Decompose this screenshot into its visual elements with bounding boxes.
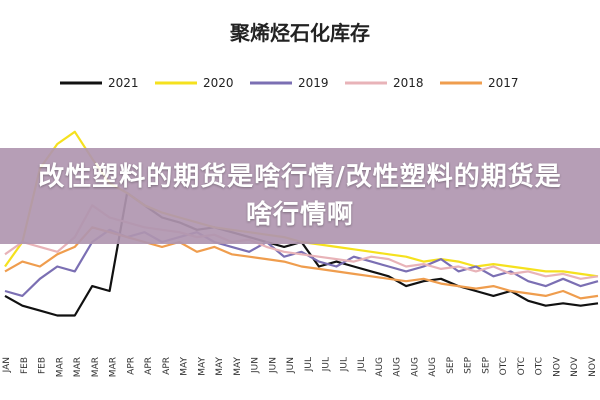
chart-legend: 2021 2020 2019 2018 2017 bbox=[60, 76, 519, 90]
x-tick-label: SEP bbox=[446, 356, 456, 373]
x-tick-label: MAR bbox=[55, 357, 65, 377]
legend-label-2018: 2018 bbox=[393, 76, 424, 90]
chart-title: 聚烯烃石化库存 bbox=[229, 21, 370, 45]
x-axis-ticks: JAN FEB FEB MAR MAR MAR MAR APR APR APR MAY MAY MAY M… bbox=[2, 356, 598, 377]
x-tick-label: MAR bbox=[109, 357, 119, 377]
x-tick-label: MAY bbox=[233, 357, 243, 376]
x-tick-label: NOV bbox=[588, 356, 598, 377]
x-tick-label: MAY bbox=[197, 357, 207, 376]
legend-label-2019: 2019 bbox=[298, 76, 329, 90]
x-tick-label: JUN bbox=[251, 357, 261, 374]
x-tick-label: FEB bbox=[20, 357, 30, 374]
x-tick-label: OTC bbox=[499, 357, 509, 375]
x-tick-label: MAR bbox=[91, 357, 101, 377]
x-tick-label: AUG bbox=[393, 357, 403, 377]
x-tick-label: JUN bbox=[286, 357, 296, 374]
legend-label-2021: 2021 bbox=[108, 76, 139, 90]
x-tick-label: OTC bbox=[517, 357, 527, 375]
x-tick-label: SEP bbox=[464, 356, 474, 373]
x-tick-label: JAN bbox=[2, 357, 12, 373]
banner-title: 改性塑料的期货是啥行情/改性塑料的期货是啥行情啊 bbox=[38, 162, 562, 230]
x-tick-label: MAY bbox=[180, 357, 190, 376]
legend-label-2020: 2020 bbox=[203, 76, 234, 90]
x-tick-label: MAY bbox=[215, 357, 225, 376]
x-tick-label: NOV bbox=[553, 356, 563, 377]
x-tick-label: NOV bbox=[570, 356, 580, 377]
x-tick-label: SEP bbox=[482, 356, 492, 373]
x-tick-label: JUL bbox=[339, 357, 349, 372]
x-tick-label: APR bbox=[126, 357, 136, 375]
x-tick-label: AUG bbox=[375, 357, 385, 377]
x-tick-label: JUL bbox=[304, 357, 314, 372]
x-tick-label: FEB bbox=[38, 357, 48, 374]
legend-label-2017: 2017 bbox=[488, 76, 519, 90]
x-tick-label: AUG bbox=[410, 357, 420, 377]
x-tick-label: MAR bbox=[73, 357, 83, 377]
x-tick-label: OTC bbox=[535, 357, 545, 375]
x-tick-label: JUN bbox=[268, 357, 278, 374]
x-tick-label: AUG bbox=[428, 357, 438, 377]
x-tick-label: APR bbox=[144, 357, 154, 375]
x-tick-label: APR bbox=[162, 357, 172, 375]
x-tick-label: JUL bbox=[357, 357, 367, 372]
x-tick-label: JUL bbox=[322, 357, 332, 372]
overlay-banner: 改性塑料的期货是啥行情/改性塑料的期货是啥行情啊 bbox=[0, 148, 600, 244]
